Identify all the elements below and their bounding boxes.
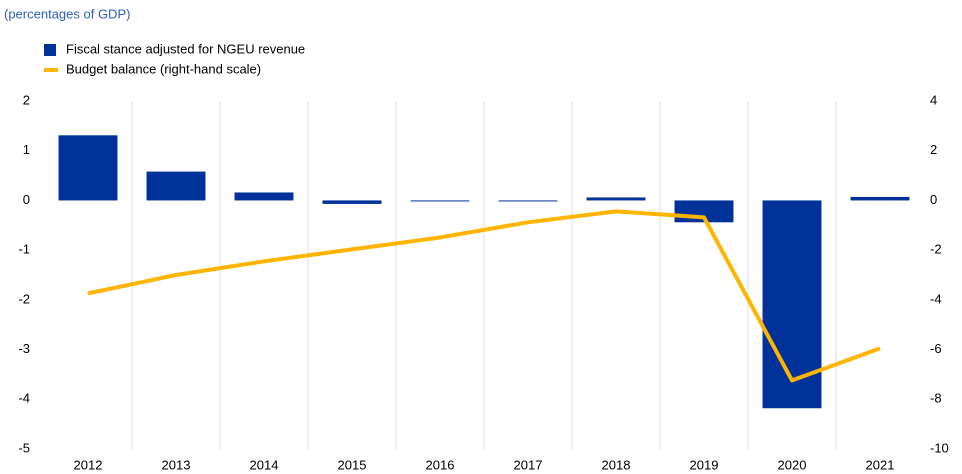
- legend-swatch: [44, 68, 58, 72]
- bar: [58, 135, 118, 201]
- chart-subtitle: (percentages of GDP): [4, 6, 130, 21]
- x-tick-label: 2020: [778, 457, 807, 472]
- x-tick-label: 2021: [866, 457, 895, 472]
- bar: [322, 200, 382, 204]
- x-tick-label: 2013: [162, 457, 191, 472]
- y-tick-label: -5: [18, 440, 30, 455]
- legend-label: Fiscal stance adjusted for NGEU revenue: [66, 41, 305, 56]
- y-tick-label: -2: [18, 291, 30, 306]
- bar: [498, 200, 558, 202]
- y2-tick-label: 2: [930, 142, 937, 157]
- y-tick-label: 2: [23, 92, 30, 107]
- y2-tick-label: -8: [930, 391, 942, 406]
- x-tick-label: 2019: [690, 457, 719, 472]
- y2-tick-label: -4: [930, 291, 942, 306]
- y-tick-label: 1: [23, 142, 30, 157]
- x-tick-label: 2016: [426, 457, 455, 472]
- legend-label: Budget balance (right-hand scale): [66, 61, 261, 76]
- x-tick-label: 2018: [602, 457, 631, 472]
- legend-swatch: [44, 44, 56, 56]
- y2-tick-label: 4: [930, 92, 937, 107]
- bar: [410, 200, 470, 202]
- y2-tick-label: -6: [930, 341, 942, 356]
- bar: [850, 196, 910, 201]
- line: [87, 209, 881, 383]
- bar: [234, 192, 294, 201]
- y-tick-label: 0: [23, 192, 30, 207]
- y-tick-label: -4: [18, 391, 30, 406]
- bar: [586, 197, 646, 201]
- bar: [146, 171, 206, 201]
- x-tick-label: 2017: [514, 457, 543, 472]
- y2-tick-label: -2: [930, 242, 942, 257]
- x-tick-label: 2014: [250, 457, 279, 472]
- y2-tick-label: 0: [930, 192, 937, 207]
- y2-tick-label: -10: [930, 440, 949, 455]
- x-tick-label: 2012: [74, 457, 103, 472]
- y-tick-label: -1: [18, 242, 30, 257]
- x-tick-label: 2015: [338, 457, 367, 472]
- y-tick-label: -3: [18, 341, 30, 356]
